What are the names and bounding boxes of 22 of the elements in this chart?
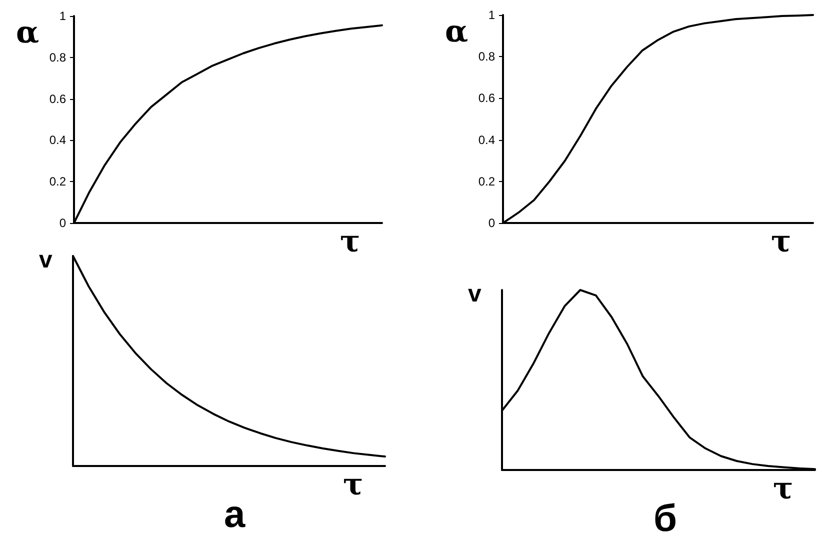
y-tick-label: 0.4: [49, 133, 66, 148]
y-tick-label: 0: [488, 216, 496, 230]
y-tick-label: 1: [59, 9, 66, 23]
y-tick-label: 0.2: [478, 174, 496, 188]
y-axis-title: v: [39, 246, 53, 274]
y-tick-label: 0.4: [478, 132, 496, 147]
x-axis-title: τ: [340, 224, 360, 260]
x-axis-title: τ: [773, 472, 794, 506]
y-tick-label: 0.6: [49, 92, 66, 106]
text: б: [654, 498, 677, 537]
x-axis-title: τ: [343, 468, 364, 502]
y-tick-label: 0.6: [478, 91, 496, 106]
y-axis-title: α: [16, 16, 40, 50]
y-tick-label: 0: [59, 216, 66, 230]
y-tick-label: 1: [488, 8, 496, 22]
y-axis-title: v: [468, 280, 482, 308]
y-tick-label: 0.8: [478, 50, 496, 64]
y-axis-title: α: [445, 14, 468, 50]
y-tick-label: 0.8: [49, 50, 66, 64]
x-axis-title: τ: [771, 224, 792, 260]
text: а: [224, 494, 246, 536]
y-tick-label: 0.2: [49, 174, 66, 189]
